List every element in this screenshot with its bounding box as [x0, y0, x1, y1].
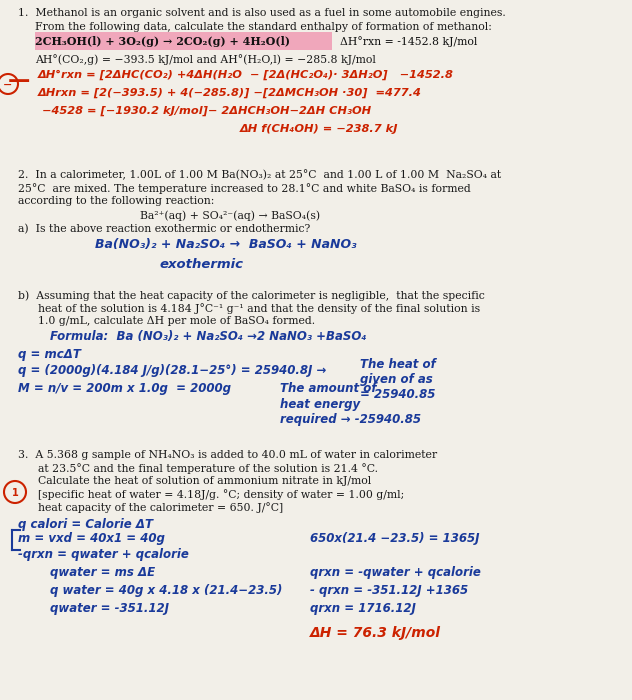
Text: 1: 1: [11, 488, 18, 498]
Text: The heat of: The heat of: [360, 358, 435, 371]
Text: qwater = ms ΔE: qwater = ms ΔE: [50, 566, 155, 579]
Text: 1.0 g/mL, calculate ΔH per mole of BaSO₄ formed.: 1.0 g/mL, calculate ΔH per mole of BaSO₄…: [38, 316, 315, 326]
Text: Ba²⁺(aq) + SO₄²⁻(aq) → BaSO₄(s): Ba²⁺(aq) + SO₄²⁻(aq) → BaSO₄(s): [140, 210, 320, 220]
Text: according to the following reaction:: according to the following reaction:: [18, 196, 214, 206]
Text: ΔH°rxn = -1452.8 kJ/mol: ΔH°rxn = -1452.8 kJ/mol: [340, 36, 477, 47]
Text: a)  Is the above reaction exothermic or endothermic?: a) Is the above reaction exothermic or e…: [18, 224, 310, 234]
Bar: [35, 32, 332, 50]
Text: M = n/v = 200m x 1.0g  = 2000g: M = n/v = 200m x 1.0g = 2000g: [18, 382, 231, 395]
Text: ΔH = 76.3 kJ/mol: ΔH = 76.3 kJ/mol: [310, 626, 441, 640]
Text: required → -25940.85: required → -25940.85: [280, 413, 421, 426]
Text: given of as: given of as: [360, 373, 433, 386]
Text: From the following data, calculate the standard enthalpy of formation of methano: From the following data, calculate the s…: [35, 22, 492, 32]
Text: b)  Assuming that the heat capacity of the calorimeter is negligible,  that the : b) Assuming that the heat capacity of th…: [18, 290, 485, 300]
Text: —: —: [8, 70, 30, 92]
Text: qwater = -351.12J: qwater = -351.12J: [50, 602, 169, 615]
Text: q calori = Calorie ΔT: q calori = Calorie ΔT: [18, 518, 153, 531]
Text: exothermic: exothermic: [160, 258, 244, 271]
Text: 2CH₃OH(l) + 3O₂(g) → 2CO₂(g) + 4H₂O(l): 2CH₃OH(l) + 3O₂(g) → 2CO₂(g) + 4H₂O(l): [35, 36, 290, 47]
Text: heat capacity of the calorimeter = 650. J/°C]: heat capacity of the calorimeter = 650. …: [38, 502, 283, 513]
Text: heat of the solution is 4.184 J°C⁻¹ g⁻¹ and that the density of the final soluti: heat of the solution is 4.184 J°C⁻¹ g⁻¹ …: [38, 303, 480, 314]
Text: 650x(21.4 −23.5) = 1365J: 650x(21.4 −23.5) = 1365J: [310, 532, 480, 545]
Text: The amount of: The amount of: [280, 382, 377, 395]
Text: m = vxd = 40x1 = 40g: m = vxd = 40x1 = 40g: [18, 532, 165, 545]
Text: Formula:  Ba (NO₃)₂ + Na₂SO₄ →2 NaNO₃ +BaSO₄: Formula: Ba (NO₃)₂ + Na₂SO₄ →2 NaNO₃ +Ba…: [50, 330, 367, 343]
Text: 3.  A 5.368 g sample of NH₄NO₃ is added to 40.0 mL of water in calorimeter: 3. A 5.368 g sample of NH₄NO₃ is added t…: [18, 450, 437, 460]
Text: ΔHrxn = [2(−393.5) + 4(−285.8)] −[2ΔMCH₃OH ·30]  =477.4: ΔHrxn = [2(−393.5) + 4(−285.8)] −[2ΔMCH₃…: [38, 88, 422, 98]
Text: q = (2000g)(4.184 J/g)(28.1−25°) = 25940.8J →: q = (2000g)(4.184 J/g)(28.1−25°) = 25940…: [18, 364, 326, 377]
Text: qrxn = 1716.12J: qrxn = 1716.12J: [310, 602, 416, 615]
Text: −4528 = [−1930.2 kJ/mol]− 2ΔHCH₃OH−2ΔH CH₃OH: −4528 = [−1930.2 kJ/mol]− 2ΔHCH₃OH−2ΔH C…: [38, 106, 371, 116]
Text: 2.  In a calorimeter, 1.00L of 1.00 M Ba(NO₃)₂ at 25°C  and 1.00 L of 1.00 M  Na: 2. In a calorimeter, 1.00L of 1.00 M Ba(…: [18, 170, 501, 181]
Text: 1.  Methanol is an organic solvent and is also used as a fuel in some automobile: 1. Methanol is an organic solvent and is…: [18, 8, 506, 18]
Text: heat energy: heat energy: [280, 398, 360, 411]
Text: AH°(CO₂,g) = −393.5 kJ/mol and AH°(H₂O,l) = −285.8 kJ/mol: AH°(CO₂,g) = −393.5 kJ/mol and AH°(H₂O,l…: [35, 54, 376, 65]
Text: at 23.5°C and the final temperature of the solution is 21.4 °C.: at 23.5°C and the final temperature of t…: [38, 463, 378, 474]
Text: q water = 40g x 4.18 x (21.4−23.5): q water = 40g x 4.18 x (21.4−23.5): [50, 584, 283, 597]
Text: 25°C  are mixed. The temperature increased to 28.1°C and white BaSO₄ is formed: 25°C are mixed. The temperature increase…: [18, 183, 471, 194]
Text: - qrxn = -351.12J +1365: - qrxn = -351.12J +1365: [310, 584, 468, 597]
Text: = 25940.85: = 25940.85: [360, 388, 435, 401]
Text: q = mcΔT: q = mcΔT: [18, 348, 81, 361]
Text: −: −: [3, 80, 13, 90]
Text: ΔH°rxn = [2ΔHC(CO₂) +4ΔH(H₂O  − [2Δ(HC₂O₄)· 3ΔH₂O]   −1452.8: ΔH°rxn = [2ΔHC(CO₂) +4ΔH(H₂O − [2Δ(HC₂O₄…: [38, 70, 454, 80]
Text: -qrxn = qwater + qcalorie: -qrxn = qwater + qcalorie: [18, 548, 189, 561]
Text: [specific heat of water = 4.18J/g. °C; density of water = 1.00 g/ml;: [specific heat of water = 4.18J/g. °C; d…: [38, 489, 404, 500]
Text: ΔH f(CH₄OH) = −238.7 kJ: ΔH f(CH₄OH) = −238.7 kJ: [240, 124, 399, 134]
Text: Ba(NO₃)₂ + Na₂SO₄ →  BaSO₄ + NaNO₃: Ba(NO₃)₂ + Na₂SO₄ → BaSO₄ + NaNO₃: [95, 238, 356, 251]
Text: Calculate the heat of solution of ammonium nitrate in kJ/mol: Calculate the heat of solution of ammoni…: [38, 476, 371, 486]
Text: qrxn = -qwater + qcalorie: qrxn = -qwater + qcalorie: [310, 566, 481, 579]
